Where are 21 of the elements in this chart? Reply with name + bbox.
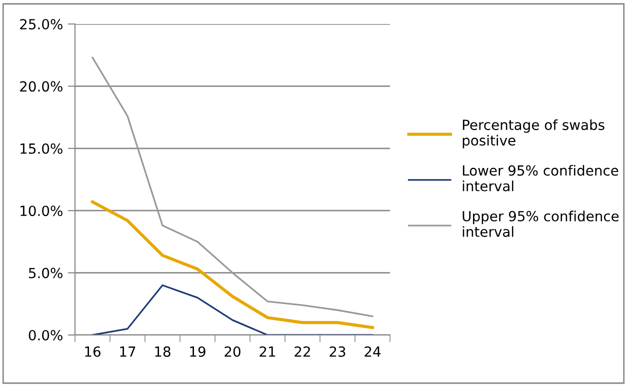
y-tick-label: 0.0% bbox=[28, 330, 62, 340]
legend-label: Upper 95% confidence interval bbox=[462, 210, 619, 237]
line-series bbox=[92, 56, 374, 318]
legend-label: Percentage of swabs positive bbox=[462, 119, 604, 148]
x-tick-label: 17 bbox=[120, 346, 136, 357]
legend-label: Lower 95% confidence interval bbox=[462, 165, 618, 192]
y-tick-label: 10.0% bbox=[20, 206, 62, 216]
y-tick-label: 15.0% bbox=[20, 143, 62, 154]
x-tick-label: 16 bbox=[85, 346, 100, 357]
x-tick-label: 18 bbox=[155, 346, 170, 357]
x-tick-label: 23 bbox=[330, 346, 346, 357]
x-tick-label: 22 bbox=[294, 346, 310, 357]
y-tick-label: 5.0% bbox=[28, 268, 62, 278]
x-tick-label: 20 bbox=[224, 346, 240, 357]
line-series bbox=[90, 200, 374, 330]
x-tick-label: 19 bbox=[190, 346, 206, 357]
x-tick-label: 24 bbox=[364, 346, 381, 357]
y-tick-label: 20.0% bbox=[20, 81, 62, 92]
x-tick-label: 21 bbox=[260, 346, 276, 357]
y-tick-label: 25.0% bbox=[20, 18, 62, 30]
line-series bbox=[92, 284, 374, 335]
